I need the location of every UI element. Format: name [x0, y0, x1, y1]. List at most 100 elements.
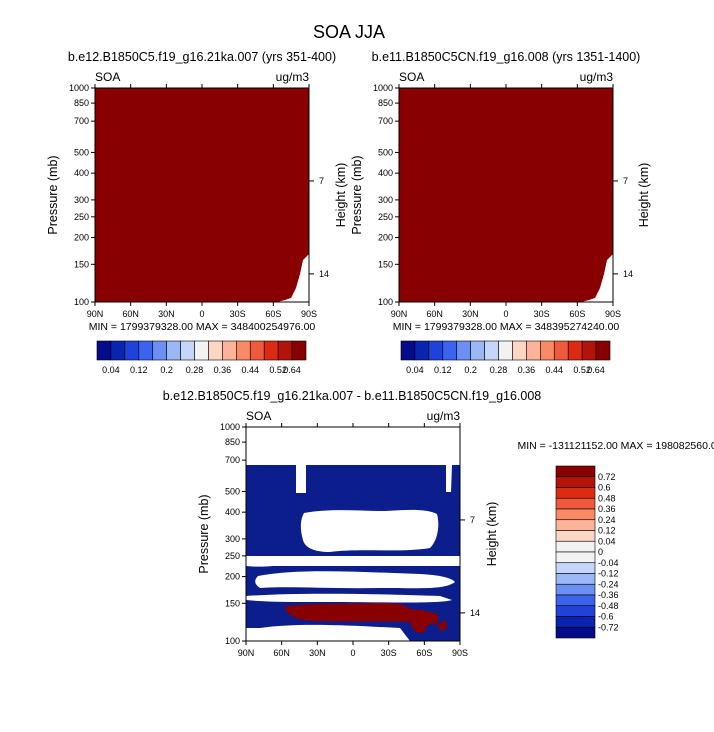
colorbar-box	[555, 616, 596, 628]
colorbar-label: 0.64	[587, 365, 605, 375]
colorbar-box	[400, 340, 416, 361]
colorbar-box	[555, 573, 596, 585]
panel-3-field	[246, 427, 460, 641]
colorbar-box	[555, 465, 596, 478]
colorbar-box	[414, 340, 430, 361]
colorbar-box	[291, 340, 307, 361]
y-tick-label: 1000	[373, 83, 393, 93]
y-tick-label: 700	[74, 116, 89, 126]
panel-3-title: b.e12.B1850C5.f19_g16.21ka.007 - b.e11.B…	[163, 389, 542, 403]
colorbar-box	[555, 530, 596, 542]
x-tick-label: 0	[199, 309, 204, 319]
colorbar-label: 0.44	[546, 365, 564, 375]
panel-3-ylabel-right: Height (km)	[485, 502, 499, 567]
colorbar-box	[553, 340, 569, 361]
colorbar-label: 0.12	[434, 365, 452, 375]
height-tick-label: 7	[319, 176, 324, 186]
colorbar-label: 0.28	[490, 365, 508, 375]
panel-2-units: ug/m3	[580, 70, 614, 84]
x-tick-label: 30S	[534, 309, 550, 319]
colorbar-label: 0.52	[573, 365, 591, 375]
colorbar-box	[498, 340, 513, 361]
colorbar-label: -0.36	[598, 590, 619, 600]
y-tick-label: 200	[378, 233, 393, 243]
y-tick-label: 250	[378, 212, 393, 222]
colorbar-label: 0.24	[598, 515, 616, 525]
panel-1-colorbar: 0.04 0.12 0.2 0.28 0.36 0.44 0.520.64	[96, 340, 307, 375]
colorbar-box	[110, 340, 126, 361]
panel-3-units: ug/m3	[427, 409, 461, 423]
x-tick-label: 30S	[381, 648, 397, 658]
panel-3-left-label: SOA	[246, 409, 271, 423]
colorbar-label: -0.04	[598, 558, 619, 568]
colorbar-box	[470, 340, 485, 361]
colorbar-label: 0.04	[598, 536, 616, 546]
colorbar-label: 0	[598, 547, 603, 557]
panel-2-title: b.e11.B1850C5CN.f19_g16.008 (yrs 1351-14…	[372, 50, 641, 64]
y-tick-label: 150	[74, 259, 89, 269]
panel-1-ylabel: Pressure (mb)	[46, 155, 60, 234]
colorbar-label: 0.2	[464, 365, 477, 375]
colorbar-label: 0.52	[269, 365, 287, 375]
height-tick-label: 7	[623, 176, 628, 186]
panel-2-axes: 90N 60N 30N 0 30S 60S 90S 100 150 200 250 300 400 500…	[373, 83, 633, 319]
y-tick-label: 150	[378, 259, 393, 269]
field-fill	[95, 88, 309, 302]
colorbar-label: 0.64	[283, 365, 301, 375]
panel-3-colorbar: 0.720.60.480.360.240.120.040-0.04-0.12-0…	[555, 465, 619, 639]
x-tick-label: 90N	[87, 309, 104, 319]
panel-3: b.e12.B1850C5.f19_g16.21ka.007 - b.e11.B…	[163, 389, 714, 658]
colorbar-box	[595, 340, 611, 361]
colorbar-box	[456, 340, 471, 361]
y-tick-label: 250	[225, 551, 240, 561]
y-tick-label: 300	[378, 195, 393, 205]
colorbar-label: 0.36	[214, 365, 232, 375]
colorbar-label: 0.36	[518, 365, 536, 375]
difference-zero-gap-surface	[246, 624, 410, 641]
colorbar-box	[512, 340, 527, 361]
colorbar-box	[540, 340, 555, 361]
x-tick-label: 90N	[238, 648, 255, 658]
panel-2-colorbar: 0.04 0.12 0.2 0.28 0.36 0.44 0.520.64	[400, 340, 611, 375]
x-tick-label: 90N	[391, 309, 408, 319]
y-tick-label: 200	[225, 572, 240, 582]
panel-3-axes: 90N 60N 30N 0 30S 60S 90S 100 150 200 250 300 400 500…	[220, 422, 480, 658]
x-tick-label: 0	[503, 309, 508, 319]
colorbar-label: 0.28	[186, 365, 204, 375]
panel-2-stats: MIN = 1799379328.00 MAX = 348395274240.0…	[393, 321, 620, 333]
panel-1-units: ug/m3	[276, 70, 310, 84]
colorbar-box	[555, 594, 596, 607]
colorbar-box	[138, 340, 154, 361]
colorbar-box	[567, 340, 583, 361]
y-tick-label: 500	[74, 147, 89, 157]
x-tick-label: 30N	[309, 648, 326, 658]
colorbar-box	[484, 340, 499, 361]
panel-1-stats: MIN = 1799379328.00 MAX = 348400254976.0…	[89, 321, 316, 333]
colorbar-box	[152, 340, 167, 361]
colorbar-box	[555, 551, 596, 564]
x-tick-label: 90S	[452, 648, 468, 658]
y-tick-label: 250	[74, 212, 89, 222]
colorbar-label: -0.72	[598, 622, 619, 632]
x-tick-label: 30S	[230, 309, 246, 319]
x-tick-label: 90S	[605, 309, 621, 319]
height-tick-label: 14	[470, 608, 480, 618]
colorbar-label: 0.12	[130, 365, 148, 375]
colorbar-box	[555, 583, 596, 596]
colorbar-box	[555, 540, 596, 553]
y-tick-label: 200	[74, 233, 89, 243]
x-tick-label: 30N	[158, 309, 175, 319]
colorbar-box	[96, 340, 112, 361]
colorbar-box	[208, 340, 223, 361]
colorbar-box	[124, 340, 140, 361]
y-tick-label: 400	[74, 168, 89, 178]
difference-positive-spot	[438, 620, 447, 631]
colorbar-label: -0.24	[598, 579, 619, 589]
figure-title: SOA JJA	[313, 22, 385, 42]
colorbar-box	[180, 340, 195, 361]
colorbar-box	[555, 626, 596, 639]
difference-zero-gap-upper	[300, 509, 439, 552]
colorbar-box	[222, 340, 237, 361]
y-tick-label: 1000	[69, 83, 89, 93]
